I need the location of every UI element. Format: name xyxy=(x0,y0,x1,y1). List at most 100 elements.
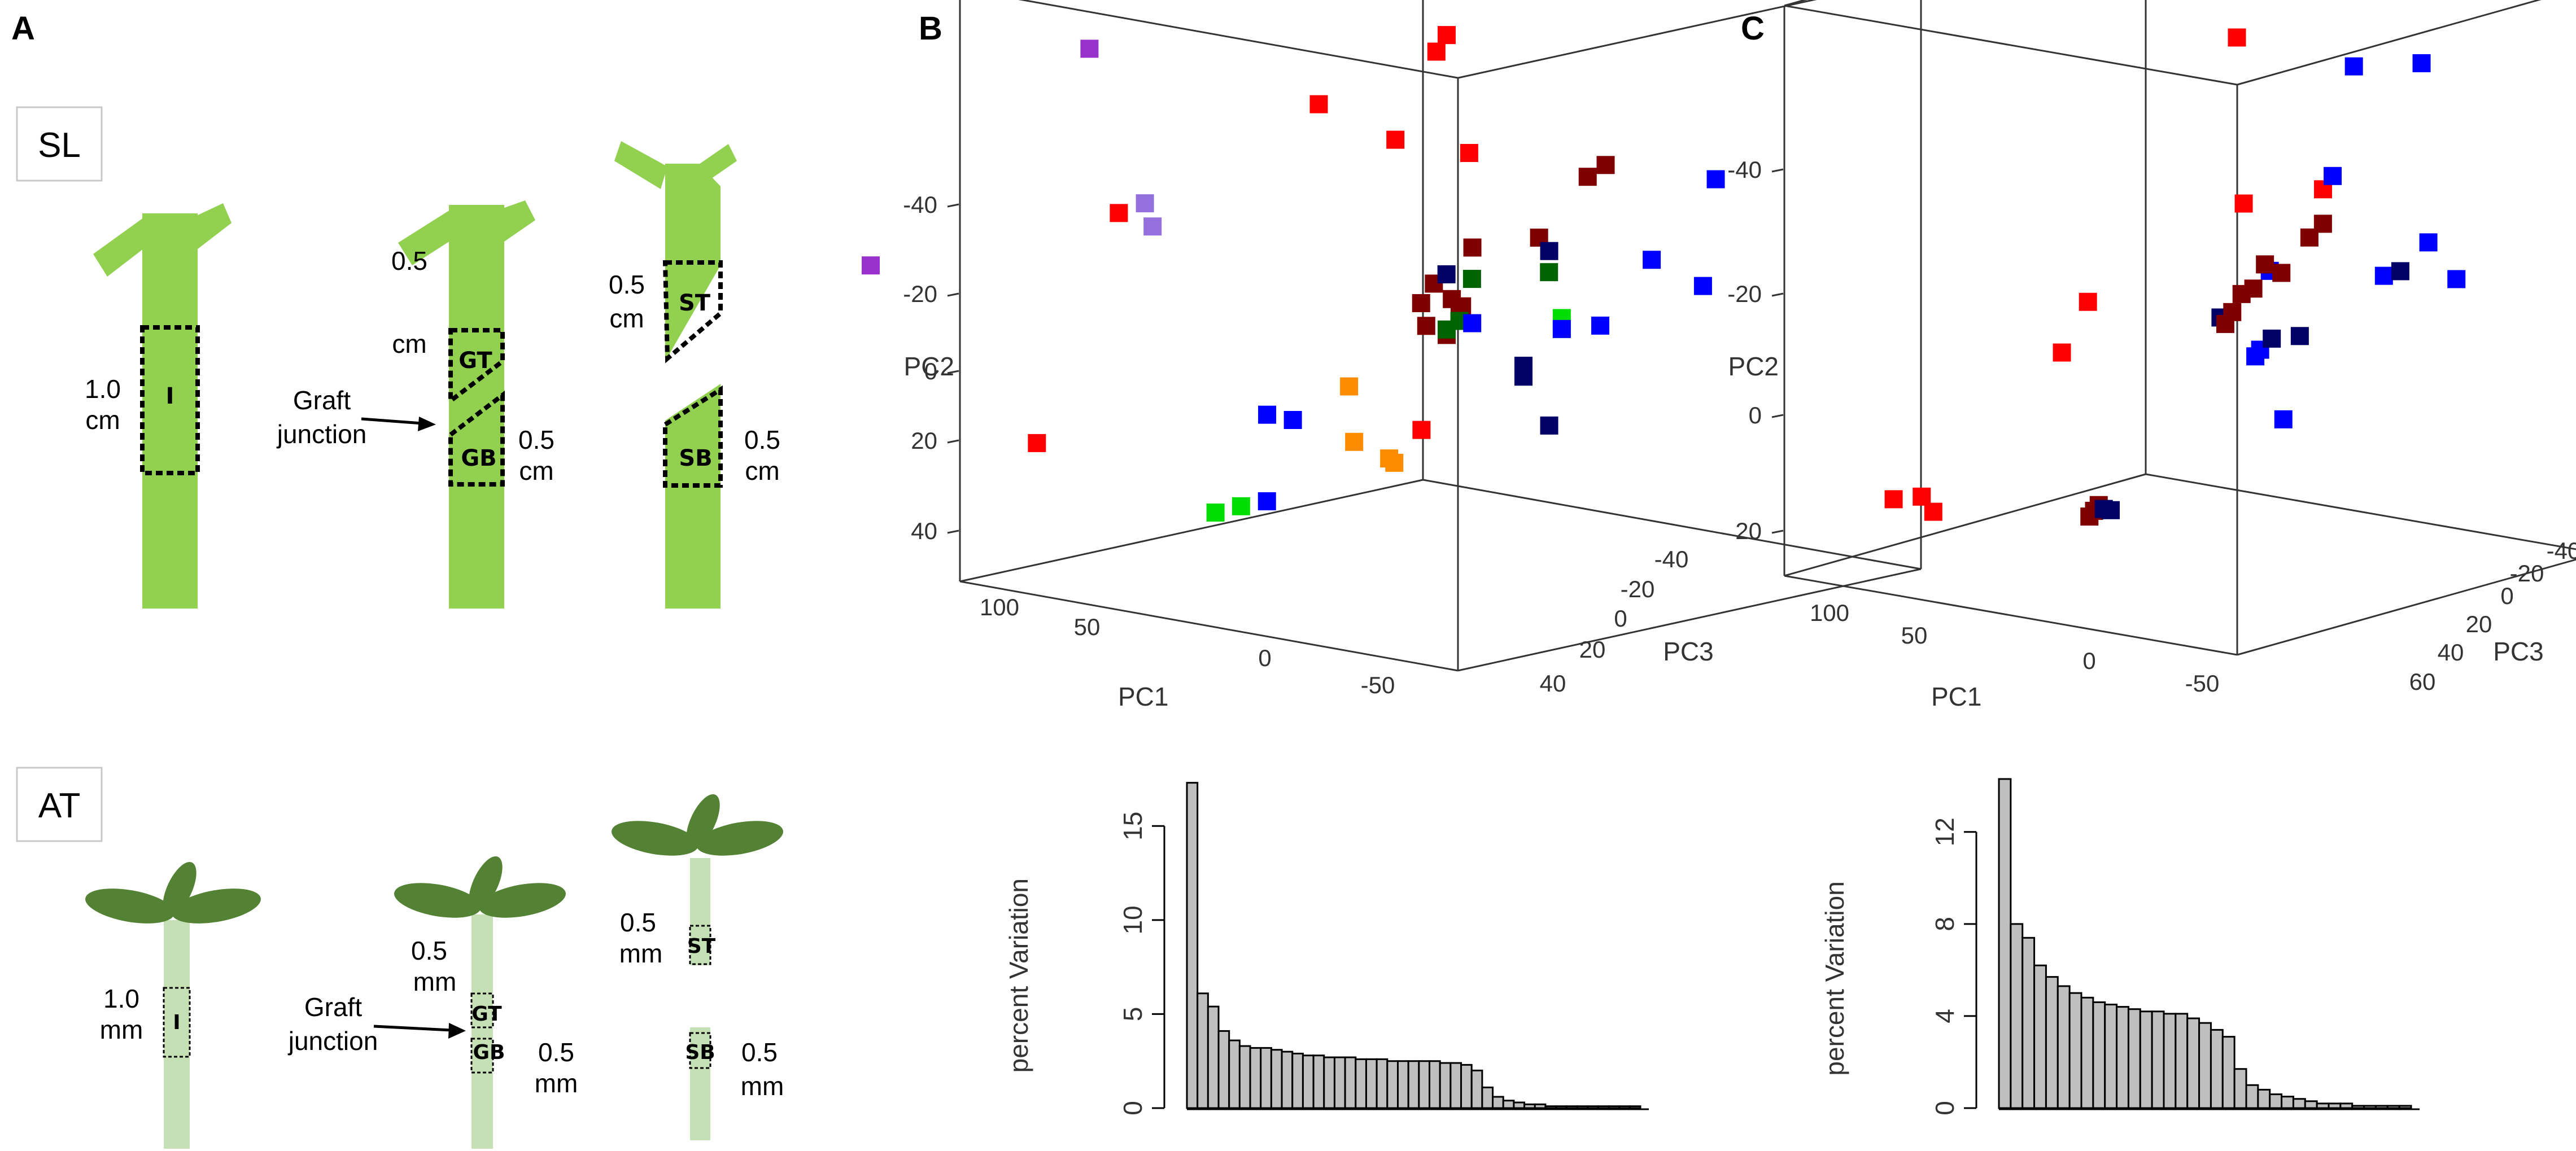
scatter-point-18 xyxy=(2263,329,2281,348)
scatter-point-34 xyxy=(2102,501,2120,519)
scree-bar-25 xyxy=(1449,1062,1462,1109)
scree-bar-31 xyxy=(1513,1101,1526,1109)
scree-bar-16 xyxy=(2186,1017,2200,1109)
panel-a: A SL I 1.0 cm GT GB 0.5 cm 0.5 cm G xyxy=(11,10,784,1149)
scree-bar-30 xyxy=(2351,1105,2365,1109)
scree-bar-11 xyxy=(2127,1008,2141,1109)
sl-graft-top-box xyxy=(448,328,505,406)
pc3-tick-label-4: 40 xyxy=(2438,639,2464,666)
pc3-tick-label-4: 40 xyxy=(1540,670,1566,697)
scree-bar-23 xyxy=(2269,1093,2283,1109)
scatter-point-2 xyxy=(1309,95,1328,113)
pc1-tick-label-2: 0 xyxy=(2082,647,2095,674)
sl-sep-bottom-piece xyxy=(665,384,721,609)
panel-c-scree-plot: 0 4 8 12 percent Variation xyxy=(1820,778,2420,1115)
pc1-tick-label-3: -50 xyxy=(1361,672,1395,698)
scree-bar-0 xyxy=(1186,782,1199,1109)
pc1-tick-label-3: -50 xyxy=(2185,670,2220,697)
scree-bar-34 xyxy=(2398,1105,2412,1109)
scree-bar-22 xyxy=(2257,1088,2271,1109)
scatter-point-6 xyxy=(1924,502,1942,521)
scatter-point-10 xyxy=(1143,217,1162,236)
scree-bar-13 xyxy=(2151,1010,2165,1109)
scree-y-axis-label: percent Variation xyxy=(1004,878,1033,1073)
scree-bar-20 xyxy=(2233,1068,2247,1109)
box-edge-1 xyxy=(1784,473,2146,577)
pc2-tick-label-2: 0 xyxy=(1749,402,1762,428)
scree-bar-18 xyxy=(2210,1029,2224,1109)
sl-row-label: SL xyxy=(38,126,81,165)
scree-y-tick-label-2: 10 xyxy=(1118,905,1147,934)
scatter-point-41 xyxy=(1258,405,1277,424)
scatter-point-48 xyxy=(1232,497,1250,515)
scatter-point-13 xyxy=(2374,266,2393,285)
pc2-tick-label-1: -20 xyxy=(903,281,937,307)
pc2-tick-mark-0 xyxy=(947,203,959,208)
at-graft-stem xyxy=(471,914,493,1149)
scatter-point-5 xyxy=(1110,204,1128,222)
pc2-tick-mark-2 xyxy=(947,370,959,374)
scree-bar-14 xyxy=(2163,1013,2177,1109)
sl-junction-arrow-shaft xyxy=(361,417,423,425)
scree-bar-33 xyxy=(2386,1105,2400,1109)
scree-bar-4 xyxy=(2045,976,2059,1109)
scree-y-tick-label-1: 5 xyxy=(1118,1007,1147,1022)
scatter-point-44 xyxy=(1345,432,1364,451)
sl-sep-top-seg: ST xyxy=(679,290,711,316)
scree-bar-12 xyxy=(2139,1010,2153,1109)
pc2-tick-label-4: 40 xyxy=(911,518,937,544)
at-sep-bottom-box xyxy=(689,1032,711,1069)
scatter-point-38 xyxy=(1591,316,1610,335)
scatter-point-32 xyxy=(1540,416,1558,435)
at-intact-leaf-right xyxy=(172,889,261,924)
scree-bar-8 xyxy=(2092,1001,2106,1109)
sl-graft-bottom-length: 0.5 xyxy=(518,425,555,454)
scree-bar-1 xyxy=(1197,992,1209,1109)
at-graft-top-box xyxy=(470,992,494,1029)
scree-bar-22 xyxy=(1418,1060,1431,1109)
scree-bar-13 xyxy=(1323,1056,1335,1109)
sl-graft-branch-left xyxy=(398,209,452,265)
scatter-point-26 xyxy=(1540,263,1558,282)
pc3-axis-label: PC3 xyxy=(1663,637,1713,666)
scatter-point-46 xyxy=(1380,449,1399,468)
box-edge-0 xyxy=(1784,575,2238,656)
sl-graft-bottom-unit: cm xyxy=(519,456,553,485)
at-junction-arrow-head xyxy=(448,1023,466,1039)
scree-bar-36 xyxy=(1565,1105,1578,1109)
at-sep-bottom-seg: SB xyxy=(685,1041,715,1064)
sl-intact-stem xyxy=(142,213,198,609)
pc3-tick-label-0: -40 xyxy=(1654,546,1689,572)
scree-bar-35 xyxy=(1555,1105,1568,1109)
scree-bar-40 xyxy=(1608,1105,1621,1109)
pc1-tick-label-0: 100 xyxy=(980,594,1019,620)
box-edge-9 xyxy=(1784,0,1808,7)
scatter-point-40 xyxy=(1283,411,1302,430)
scree-bar-9 xyxy=(2104,1004,2118,1109)
at-sep-top-box xyxy=(689,925,711,965)
at-graft-bottom-unit: mm xyxy=(535,1069,578,1098)
sl-graft-top-unit: cm xyxy=(392,329,426,358)
scatter-point-4 xyxy=(1460,144,1478,163)
pc2-tick-label-0: -40 xyxy=(903,191,937,218)
sl-graft-stem xyxy=(449,205,504,609)
scatter-point-31 xyxy=(1514,367,1532,386)
sl-intact-segment-box xyxy=(140,325,200,475)
sl-intact-plant: I 1.0 cm xyxy=(85,203,232,609)
sl-intact-branch-right xyxy=(193,203,232,251)
scatter-point-24 xyxy=(2313,215,2332,233)
scatter-point-11 xyxy=(2419,233,2438,252)
pc3-tick-label-1: -20 xyxy=(1621,576,1655,602)
scatter-point-16 xyxy=(1417,317,1435,335)
at-sep-leaf-right xyxy=(696,821,783,856)
at-graft-top-unit: mm xyxy=(413,967,457,996)
box-edge-10 xyxy=(1457,0,1817,79)
scree-bar-16 xyxy=(1355,1058,1367,1109)
scatter-point-7 xyxy=(1412,421,1431,439)
pc3-tick-label-5: 60 xyxy=(2409,668,2436,695)
scatter-point-5 xyxy=(1913,487,1931,506)
scatter-point-9 xyxy=(862,256,880,275)
scree-bar-7 xyxy=(1260,1047,1272,1109)
sl-intact-unit: cm xyxy=(85,405,120,435)
